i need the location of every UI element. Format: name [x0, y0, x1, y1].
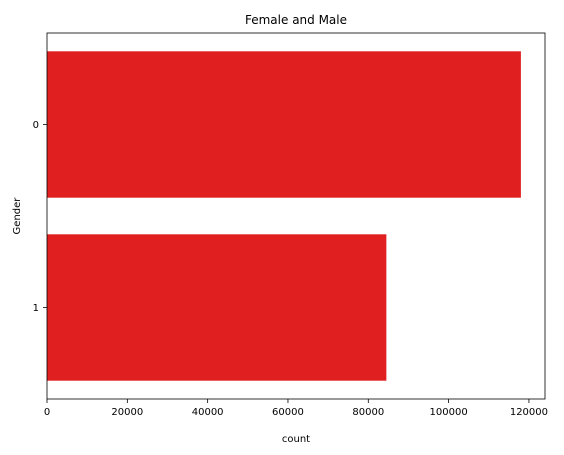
x-axis-ticks: 0 20000 40000 60000 80000 100000 120000 — [44, 399, 548, 418]
x-tick-label: 20000 — [111, 407, 143, 418]
x-tick-label: 40000 — [192, 407, 224, 418]
x-tick-label: 100000 — [430, 407, 468, 418]
chart-title: Female and Male — [245, 13, 347, 27]
x-tick-label: 80000 — [352, 407, 384, 418]
bar-1 — [47, 234, 387, 381]
y-tick-label: 0 — [33, 120, 39, 131]
x-tick-label: 60000 — [272, 407, 304, 418]
bars-group — [47, 51, 521, 381]
x-tick-label: 0 — [44, 407, 50, 418]
y-axis-ticks: 01 — [33, 120, 47, 314]
y-axis-label: Gender — [12, 197, 23, 235]
x-axis-label: count — [282, 434, 310, 445]
x-tick-label: 120000 — [510, 407, 548, 418]
bar-0 — [47, 51, 521, 198]
y-tick-label: 1 — [33, 303, 39, 314]
plot-frame — [46, 32, 546, 400]
